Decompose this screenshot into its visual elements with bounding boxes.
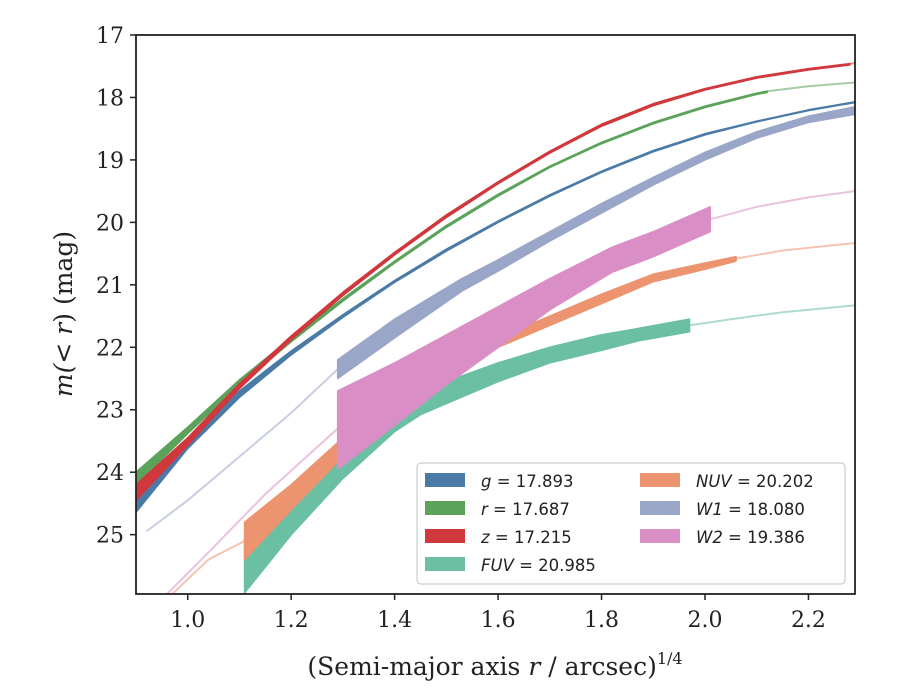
series-band — [136, 62, 851, 502]
y-tick-label: 22 — [96, 336, 124, 361]
y-tick-label: 21 — [96, 274, 124, 299]
y-tick-label: 18 — [96, 86, 124, 111]
series-band — [136, 101, 855, 513]
legend-swatch — [425, 501, 465, 515]
plot-frame — [135, 34, 856, 595]
series-extension-line — [171, 540, 246, 594]
legend: g = 17.893 r = 17.687 z = 17.215 FUV = 20.9… — [416, 462, 846, 585]
series-0 — [136, 101, 855, 513]
legend-item: FUV = 20.985 — [425, 556, 596, 575]
legend-swatch — [640, 501, 680, 515]
x-tick-label: 2.0 — [687, 608, 722, 633]
y-tick-label: 24 — [96, 461, 124, 486]
series-band — [136, 90, 768, 486]
x-tick-label: 2.2 — [791, 608, 826, 633]
legend-item: r = 17.687 — [425, 500, 570, 519]
legend-swatch — [425, 557, 465, 571]
legend-swatch — [425, 529, 465, 543]
y-tick-label: 20 — [96, 211, 124, 236]
x-tick-label: 1.6 — [481, 608, 516, 633]
axis-ticks: 1.0 1.2 1.4 1.6 1.8 2.0 2.2 17 18 19 20 21 22 23 24 25 — [96, 24, 826, 633]
series-extension-line — [166, 427, 339, 594]
series-extension-line — [689, 304, 855, 327]
series-6 — [166, 190, 855, 594]
plot-area — [136, 62, 855, 594]
series-extension-line — [766, 81, 855, 93]
legend-swatch — [640, 529, 680, 543]
legend-label: W2 = 19.386 — [696, 528, 805, 547]
legend-label: r = 17.687 — [481, 500, 570, 519]
legend-item: W2 = 19.386 — [640, 528, 805, 547]
y-tick-label: 23 — [96, 399, 124, 424]
series-5 — [145, 106, 855, 533]
legend-label: W1 = 18.080 — [696, 500, 805, 519]
series-extension-line — [145, 368, 339, 533]
y-axis-title: m(< r) (mag) — [49, 231, 78, 397]
x-tick-label: 1.2 — [274, 608, 309, 633]
legend-label: z = 17.215 — [480, 528, 572, 547]
x-tick-label: 1.8 — [584, 608, 619, 633]
x-axis-title: (Semi-major axis r / arcsec)1/4 — [307, 649, 682, 681]
legend-item: g = 17.893 — [425, 472, 574, 491]
series-extension-line — [709, 190, 855, 221]
series-extension-line — [735, 242, 855, 260]
legend-item: z = 17.215 — [425, 528, 572, 547]
series-2 — [136, 62, 855, 502]
y-tick-label: 19 — [96, 149, 124, 174]
legend-swatch — [425, 473, 465, 487]
series-band — [336, 206, 711, 470]
x-tick-label: 1.4 — [377, 608, 412, 633]
legend-item: W1 = 18.080 — [640, 500, 805, 519]
legend-item: NUV = 20.202 — [640, 472, 814, 491]
y-tick-label: 17 — [96, 24, 124, 49]
legend-label: NUV = 20.202 — [696, 472, 814, 491]
series-1 — [136, 81, 855, 486]
legend-box — [416, 462, 846, 585]
y-tick-label: 25 — [96, 524, 124, 549]
x-tick-label: 1.0 — [170, 608, 205, 633]
legend-label: g = 17.893 — [481, 472, 574, 491]
legend-label: FUV = 20.985 — [481, 556, 596, 575]
legend-swatch — [640, 473, 680, 487]
series-band — [336, 106, 855, 380]
